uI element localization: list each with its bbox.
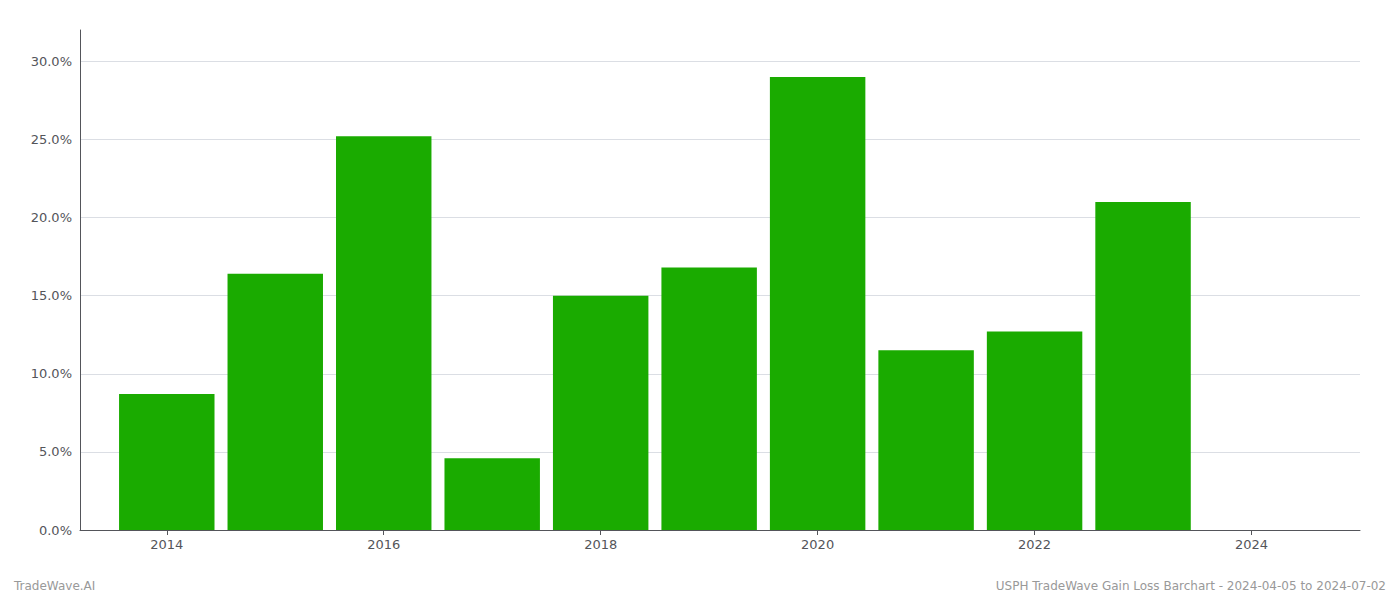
svg-text:30.0%: 30.0% (31, 54, 72, 69)
svg-text:10.0%: 10.0% (31, 366, 72, 381)
svg-text:2014: 2014 (150, 537, 183, 552)
svg-text:2016: 2016 (367, 537, 400, 552)
svg-text:TradeWave.AI: TradeWave.AI (13, 579, 95, 593)
svg-text:15.0%: 15.0% (31, 288, 72, 303)
svg-text:25.0%: 25.0% (31, 132, 72, 147)
svg-text:USPH TradeWave Gain Loss Barch: USPH TradeWave Gain Loss Barchart - 2024… (996, 579, 1386, 593)
svg-text:2024: 2024 (1235, 537, 1268, 552)
svg-text:2018: 2018 (584, 537, 617, 552)
svg-text:0.0%: 0.0% (39, 523, 72, 538)
svg-text:5.0%: 5.0% (39, 444, 72, 459)
svg-text:20.0%: 20.0% (31, 210, 72, 225)
svg-text:2020: 2020 (801, 537, 834, 552)
svg-text:2022: 2022 (1018, 537, 1051, 552)
